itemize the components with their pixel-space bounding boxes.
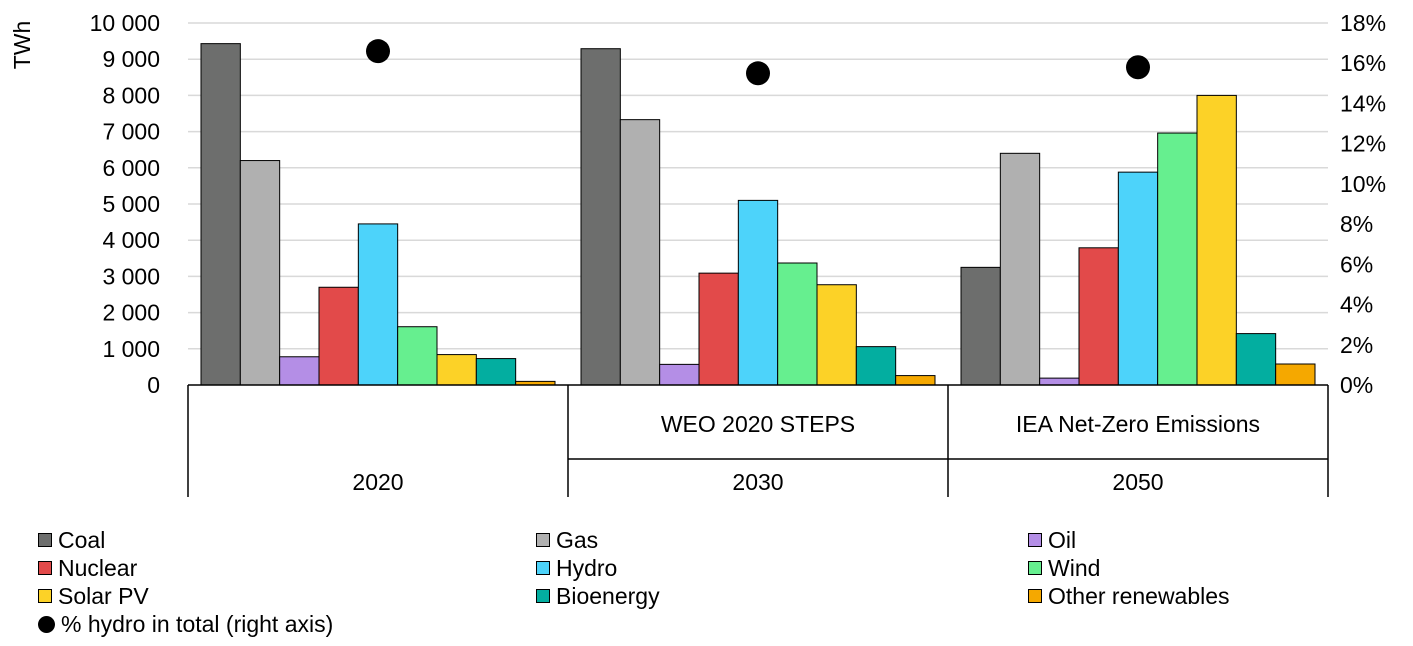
legend-item: Nuclear xyxy=(38,554,137,582)
legend-item: Gas xyxy=(536,526,598,554)
bar-nuclear xyxy=(318,286,359,386)
bar-other-renewables xyxy=(1275,363,1316,386)
legend-label: Oil xyxy=(1048,526,1077,553)
scenario-label: WEO 2020 STEPS xyxy=(661,411,855,437)
year-label: 2020 xyxy=(352,469,403,495)
y2-tick-label: 10% xyxy=(1340,171,1386,197)
bar-bioenergy xyxy=(475,358,517,386)
bar-gas xyxy=(999,152,1041,386)
bar-oil xyxy=(659,363,700,386)
y2-tick-label: 18% xyxy=(1340,10,1386,36)
legend-dot xyxy=(38,615,55,633)
bar-solar-pv xyxy=(816,284,857,386)
legend-item: Wind xyxy=(1028,554,1100,582)
y2-tick-label: 6% xyxy=(1340,251,1373,277)
legend-label: Gas xyxy=(556,526,599,553)
y-tick-label: 0 xyxy=(147,372,160,398)
legend-row: Coal Gas Oil xyxy=(38,526,1398,554)
y-tick-label: 3 000 xyxy=(102,263,160,289)
y-tick-label: 4 000 xyxy=(102,227,160,253)
bar-solar-pv xyxy=(1196,94,1237,386)
y-tick-label: 1 000 xyxy=(102,336,160,362)
year-label: 2030 xyxy=(732,469,783,495)
chart: 0 1 000 2 000 3 000 4 000 5 000 6 000 7 000 8 00… xyxy=(9,10,1386,497)
bar-wind xyxy=(1157,132,1198,386)
y2-tick-label: 12% xyxy=(1340,131,1386,157)
y-tick-label: 6 000 xyxy=(102,155,160,181)
legend-swatch xyxy=(38,561,52,575)
bar-coal xyxy=(960,266,1001,386)
legend-label: Coal xyxy=(58,526,106,553)
y2-tick-label: 4% xyxy=(1340,292,1373,318)
y-tick-label: 8 000 xyxy=(102,82,160,108)
legend-label: Wind xyxy=(1048,554,1101,581)
legend-swatch xyxy=(1028,533,1042,547)
legend-swatch xyxy=(1028,561,1042,575)
legend-item: Solar PV xyxy=(38,582,149,610)
bar-nuclear xyxy=(698,272,739,386)
bar-coal xyxy=(200,43,241,386)
y2-tick-label: 2% xyxy=(1340,332,1373,358)
legend-row: % hydro in total (right axis) xyxy=(38,610,1398,638)
bar-coal xyxy=(580,48,621,386)
hydro-share-point xyxy=(366,39,390,64)
hydro-share-point xyxy=(1126,55,1150,80)
bar-gas xyxy=(239,160,281,386)
bar-nuclear xyxy=(1078,247,1119,386)
legend-item: % hydro in total (right axis) xyxy=(38,610,333,638)
bar-other-renewables xyxy=(895,375,936,386)
bar-hydro xyxy=(737,199,779,386)
legend-label: Other renewables xyxy=(1048,582,1230,609)
bar-gas xyxy=(619,119,661,386)
legend-item: Other renewables xyxy=(1028,582,1230,610)
bar-bioenergy xyxy=(855,346,897,386)
legend-swatch xyxy=(536,561,550,575)
legend-label: Bioenergy xyxy=(556,582,660,609)
legend-item: Coal xyxy=(38,526,105,554)
bar-hydro xyxy=(357,223,399,386)
axes xyxy=(187,384,1329,497)
legend-swatch xyxy=(38,589,52,603)
legend-label: Nuclear xyxy=(58,554,138,581)
y2-tick-label: 14% xyxy=(1340,90,1386,116)
bar-oil xyxy=(279,356,320,386)
y2-tick-label: 0% xyxy=(1340,372,1373,398)
bar-wind xyxy=(777,262,818,386)
legend-swatch xyxy=(536,533,550,547)
legend-row: Solar PV Bioenergy Other renewables xyxy=(38,582,1398,610)
y-tick-label: 2 000 xyxy=(102,300,160,326)
y-tick-label: 7 000 xyxy=(102,119,160,145)
bar-solar-pv xyxy=(436,354,477,386)
legend-swatch xyxy=(38,533,52,547)
y-axis-label: TWh xyxy=(9,21,35,70)
legend-item: Hydro xyxy=(536,554,617,582)
legend-swatch xyxy=(536,589,550,603)
legend-row: Nuclear Hydro Wind xyxy=(38,554,1398,582)
hydro-share-points xyxy=(366,39,1150,86)
y-tick-label: 5 000 xyxy=(102,191,160,217)
legend-label: Solar PV xyxy=(58,582,149,609)
y2-tick-label: 8% xyxy=(1340,211,1373,237)
bar-wind xyxy=(397,326,438,386)
year-label: 2050 xyxy=(1112,469,1163,495)
bar-bioenergy xyxy=(1235,333,1277,386)
bar-oil xyxy=(1039,377,1080,386)
y-tick-label: 10 000 xyxy=(90,10,160,36)
legend-swatch xyxy=(1028,589,1042,603)
y2-tick-label: 16% xyxy=(1340,50,1386,76)
scenario-label: IEA Net-Zero Emissions xyxy=(1016,411,1260,437)
legend-item: Oil xyxy=(1028,526,1076,554)
legend-label: Hydro xyxy=(556,554,618,581)
left-axis-ticks: 0 1 000 2 000 3 000 4 000 5 000 6 000 7 000 8 00… xyxy=(90,10,160,398)
legend-item: Bioenergy xyxy=(536,582,660,610)
hydro-share-point xyxy=(746,61,770,86)
legend: Coal Gas Oil Nuclear Hydro Wind Solar PV Bioene… xyxy=(38,526,1398,638)
legend-label: % hydro in total (right axis) xyxy=(61,610,334,637)
bar-hydro xyxy=(1117,171,1159,386)
y-tick-label: 9 000 xyxy=(102,46,160,72)
right-axis-ticks: 0% 2% 4% 6% 8% 10% 12% 14% 16% 18% xyxy=(1340,10,1386,398)
category-labels: 2020 WEO 2020 STEPS 2030 IEA Net-Zero Emiss… xyxy=(352,411,1260,495)
